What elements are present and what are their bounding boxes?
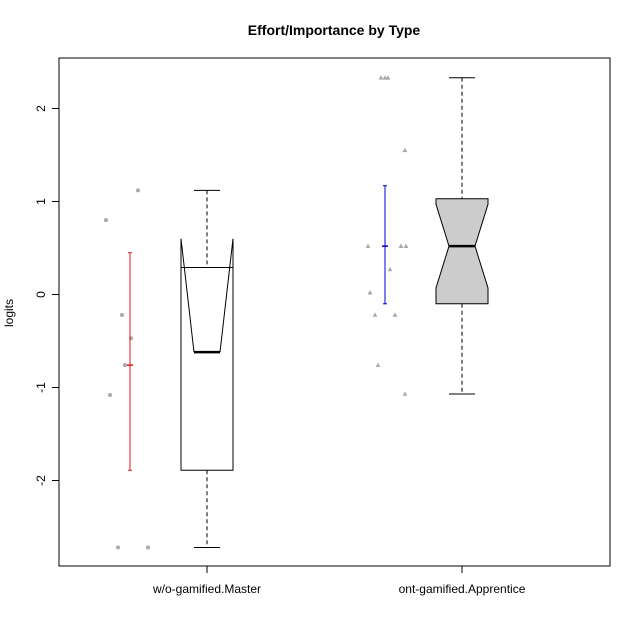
data-point (378, 75, 384, 80)
data-point (120, 312, 124, 317)
data-point (123, 363, 127, 368)
data-point (104, 218, 108, 223)
plot-frame (58, 57, 611, 567)
x-tick-label: ont-gamified.Apprentice (399, 582, 526, 596)
data-point (372, 312, 378, 317)
data-point (146, 545, 150, 550)
data-point (108, 392, 112, 397)
data-point (398, 243, 404, 248)
box (180, 238, 234, 471)
data-point (392, 312, 398, 317)
y-tick-label: 1 (34, 198, 48, 205)
data-point (365, 243, 371, 248)
data-point (402, 391, 408, 396)
x-tick-label: w/o-gamified.Master (152, 582, 261, 596)
y-tick-label: 0 (34, 291, 48, 298)
y-axis-label: logits (2, 299, 16, 327)
chart-title: Effort/Importance by Type (248, 22, 421, 38)
box (435, 198, 489, 305)
data-point (403, 243, 409, 248)
data-point (116, 545, 120, 550)
data-point (387, 266, 393, 272)
data-point (402, 147, 408, 153)
y-tick-label: 2 (34, 105, 48, 112)
data-point (385, 75, 391, 80)
y-tick-label: -2 (34, 475, 48, 486)
data-point (136, 188, 140, 193)
data-point (375, 362, 381, 367)
y-tick-label: -1 (34, 382, 48, 393)
data-point (367, 290, 373, 295)
chart-marks: 2 1 0 -1 -2 w/o-gamified.Master ont-gamified.A… (34, 75, 526, 596)
